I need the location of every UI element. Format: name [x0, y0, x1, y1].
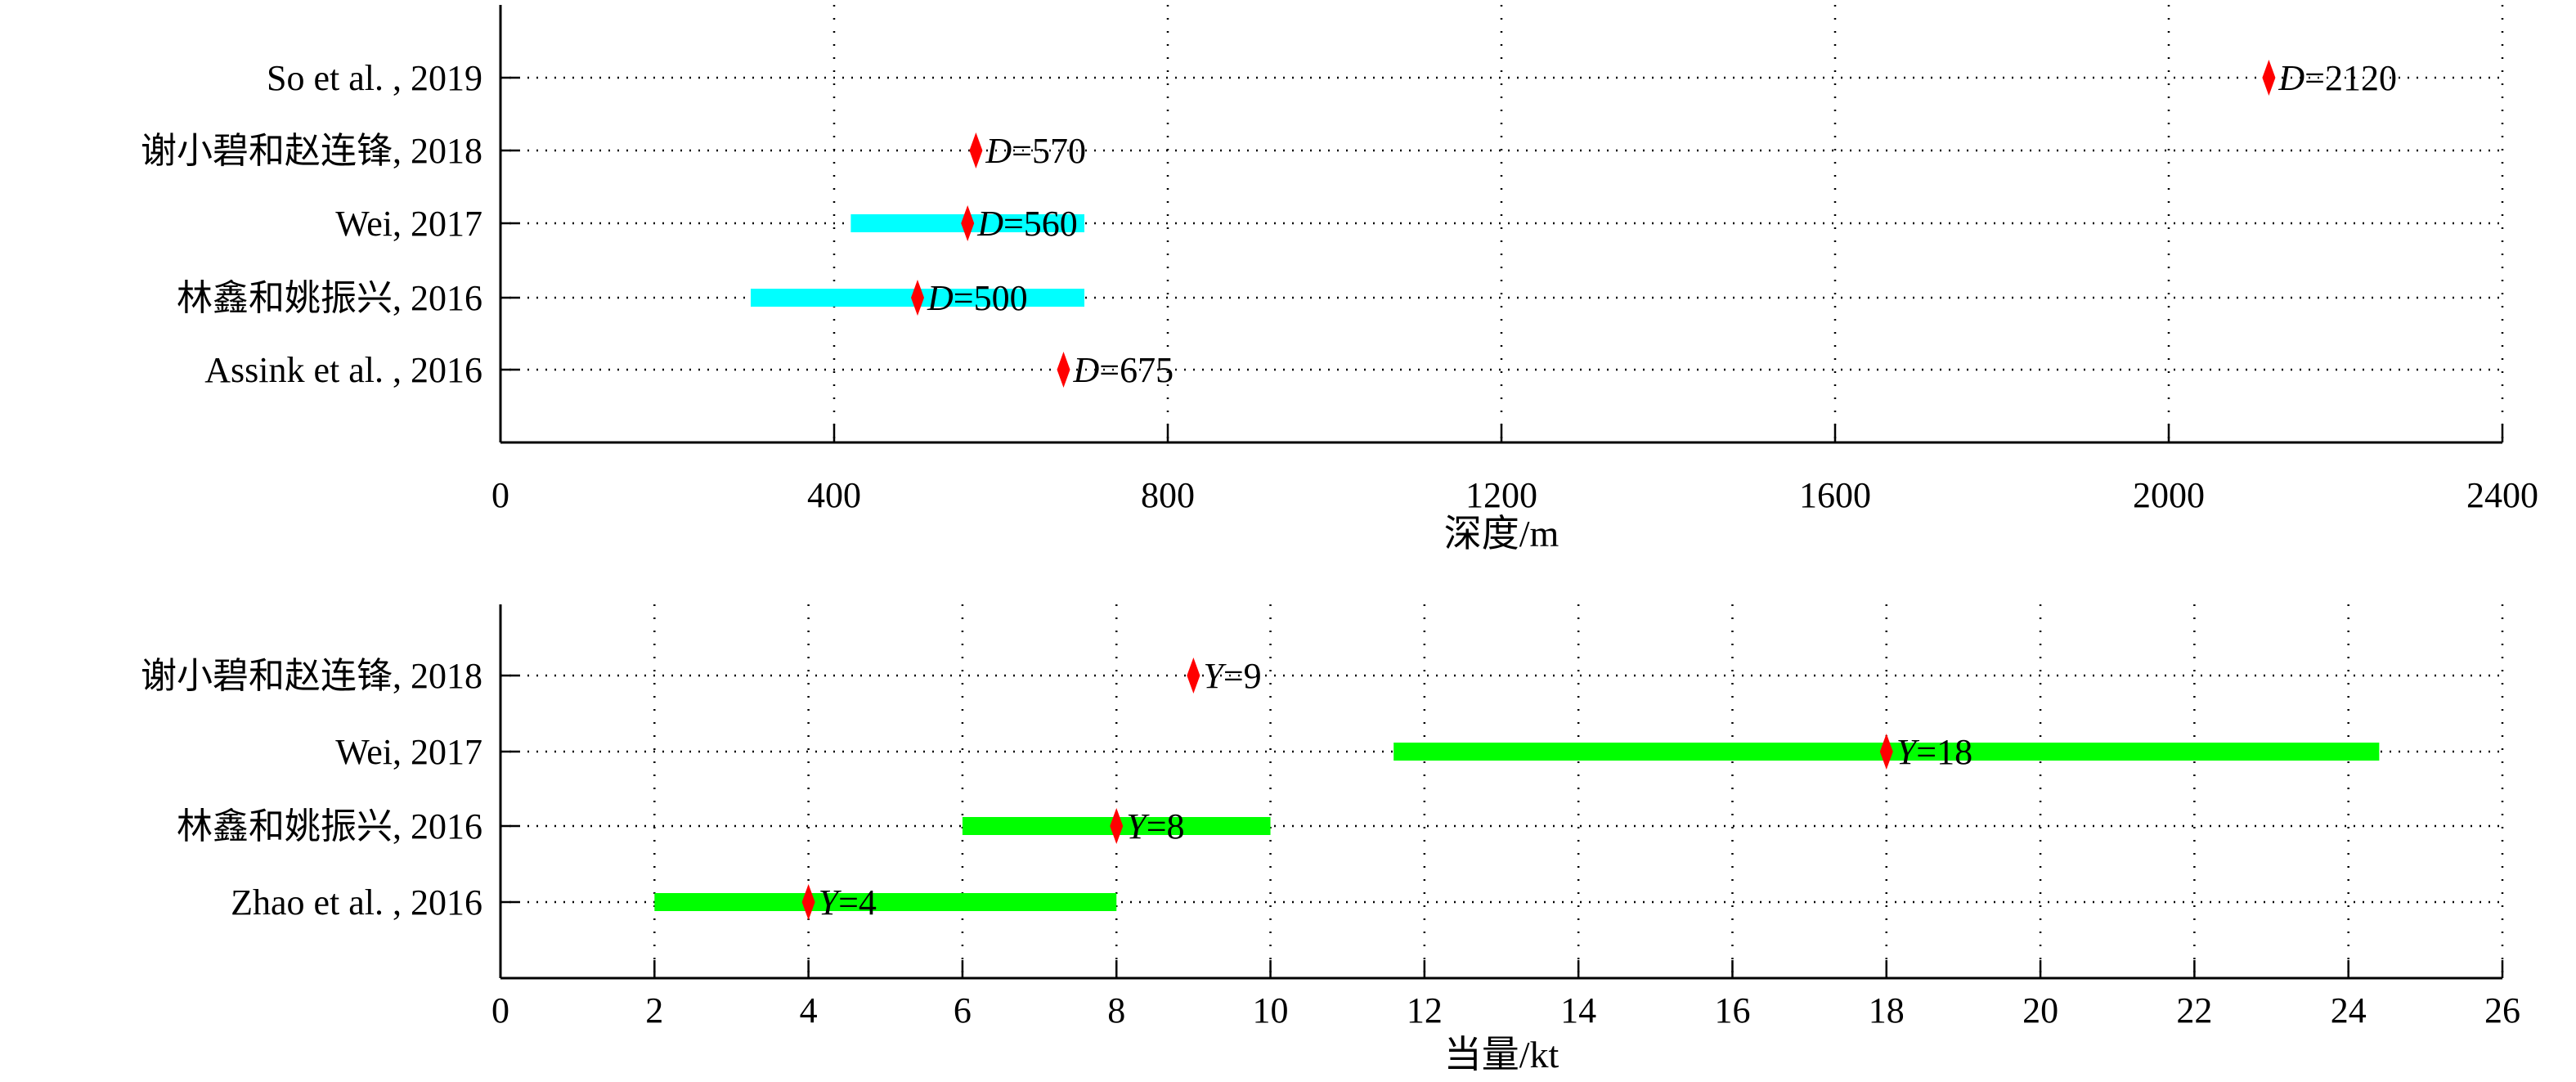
data-label-value: =2120 — [2304, 58, 2397, 98]
x-tick-label: 26 — [2484, 990, 2520, 1030]
x-tick-label: 1200 — [1465, 475, 1537, 515]
data-label-value: =4 — [838, 882, 877, 923]
x-tick-label: 18 — [1869, 990, 1905, 1030]
x-tick-label: 2 — [645, 990, 663, 1030]
data-point-marker — [1879, 734, 1893, 770]
data-label-value: =9 — [1223, 656, 1262, 696]
data-label-variable: D — [927, 278, 954, 318]
data-label-value: =8 — [1147, 806, 1185, 846]
y-category-label: So et al. , 2019 — [267, 58, 482, 98]
data-point-marker — [1110, 808, 1124, 844]
y-category-label: Zhao et al. , 2016 — [231, 882, 482, 923]
data-label-value: =675 — [1099, 350, 1174, 390]
y-category-label: Wei, 2017 — [335, 204, 482, 244]
data-label: D=570 — [985, 131, 1086, 171]
data-label-variable: D — [985, 131, 1012, 171]
y-category-label: 林鑫和姚振兴, 2016 — [177, 278, 482, 318]
data-point-marker — [801, 884, 815, 920]
data-point-marker — [2262, 60, 2276, 96]
y-category-label: 林鑫和姚振兴, 2016 — [177, 806, 482, 846]
data-label: Y=18 — [1896, 732, 1972, 772]
x-tick-label: 8 — [1107, 990, 1125, 1030]
x-tick-label: 12 — [1407, 990, 1443, 1030]
data-label: D=560 — [976, 204, 1078, 244]
x-tick-label: 2000 — [2133, 475, 2205, 515]
data-label: Y=9 — [1203, 656, 1261, 696]
data-label-variable: D — [2278, 58, 2304, 98]
x-tick-label: 1600 — [1799, 475, 1871, 515]
data-point-marker — [1057, 352, 1070, 388]
range-bar — [654, 893, 1117, 911]
data-label-variable: Y — [1126, 806, 1150, 846]
data-label-variable: Y — [1896, 732, 1920, 772]
data-label: Y=4 — [819, 882, 877, 923]
y-category-label: 谢小碧和赵连锋, 2018 — [141, 656, 482, 696]
data-point-marker — [969, 132, 983, 168]
x-tick-label: 10 — [1253, 990, 1289, 1030]
y-category-label: 谢小碧和赵连锋, 2018 — [141, 131, 482, 171]
x-tick-label: 0 — [491, 990, 509, 1030]
data-label-variable: D — [976, 204, 1003, 244]
data-label-variable: Y — [1203, 656, 1227, 696]
data-label-value: =500 — [954, 278, 1028, 318]
x-tick-label: 24 — [2331, 990, 2367, 1030]
x-tick-label: 16 — [1714, 990, 1750, 1030]
data-label: Y=8 — [1126, 806, 1184, 846]
data-label-value: =18 — [1916, 732, 1972, 772]
y-category-label: Wei, 2017 — [335, 732, 482, 772]
x-tick-label: 800 — [1141, 475, 1195, 515]
y-category-label: Assink et al. , 2016 — [204, 350, 482, 390]
x-tick-label: 6 — [954, 990, 972, 1030]
data-label-variable: D — [1073, 350, 1100, 390]
data-point-marker — [961, 205, 975, 241]
x-tick-label: 14 — [1560, 990, 1596, 1030]
data-label: D=500 — [927, 278, 1028, 318]
x-tick-label: 4 — [800, 990, 818, 1030]
data-label-value: =560 — [1003, 204, 1078, 244]
data-point-marker — [911, 280, 924, 316]
x-axis-title: 深度/m — [1444, 513, 1560, 554]
x-tick-label: 20 — [2022, 990, 2058, 1030]
chart-panel-0: 0 400 800 1200 1600 2000 2400 So et al. , 2019 D… — [141, 5, 2538, 554]
x-tick-label: 0 — [491, 475, 509, 515]
data-label-variable: Y — [819, 882, 842, 923]
x-tick-label: 2400 — [2466, 475, 2538, 515]
data-point-marker — [1187, 658, 1200, 694]
data-label: D=2120 — [2278, 58, 2397, 98]
x-tick-label: 22 — [2176, 990, 2212, 1030]
x-axis-title: 当量/kt — [1444, 1034, 1560, 1075]
data-label-value: =570 — [1012, 131, 1086, 171]
x-tick-label: 400 — [807, 475, 861, 515]
data-label: D=675 — [1073, 350, 1174, 390]
